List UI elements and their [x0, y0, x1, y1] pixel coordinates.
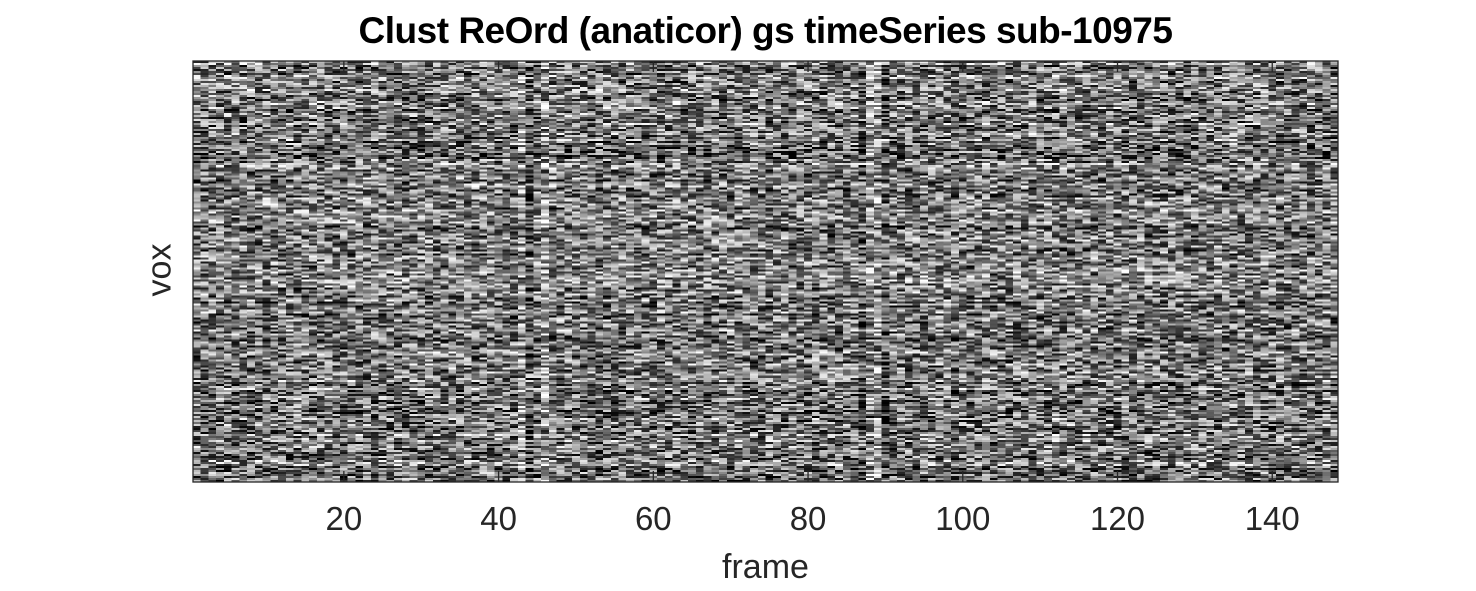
x-tick-label: 60 [635, 500, 672, 537]
x-tick-label: 20 [326, 500, 363, 537]
x-tick-label: 140 [1245, 500, 1300, 537]
heatmap-image [193, 61, 1338, 482]
x-tick-label: 40 [480, 500, 517, 537]
chart-title: Clust ReOrd (anaticor) gs timeSeries sub… [358, 10, 1173, 51]
x-ticks: 20 40 60 80 100 120 140 [326, 61, 1300, 537]
x-axis-label: frame [722, 548, 809, 586]
heatmap-cells [193, 61, 1338, 482]
x-tick-label: 100 [935, 500, 990, 537]
axes-box [192, 60, 1339, 483]
x-tick-label: 120 [1090, 500, 1145, 537]
y-axis-label: vox [140, 243, 179, 297]
x-tick-label: 80 [790, 500, 827, 537]
